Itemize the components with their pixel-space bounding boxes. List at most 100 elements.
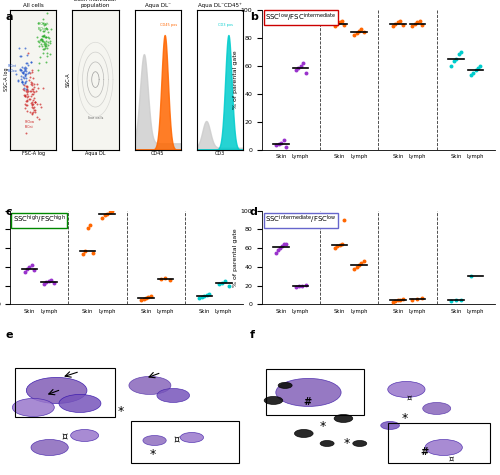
Point <box>457 296 465 304</box>
Point <box>24 49 32 57</box>
Point <box>34 84 42 92</box>
Circle shape <box>276 379 341 407</box>
Point <box>340 21 348 28</box>
Point <box>295 283 303 290</box>
Point <box>137 296 145 304</box>
Point <box>36 100 44 107</box>
Point <box>392 20 400 28</box>
Text: *: * <box>150 448 156 462</box>
Circle shape <box>143 436 166 446</box>
Point <box>18 78 26 86</box>
Point <box>28 100 36 107</box>
Point <box>22 79 30 86</box>
Point <box>392 298 400 305</box>
Point <box>40 46 48 53</box>
Point <box>30 108 38 115</box>
Point <box>44 35 52 42</box>
Point <box>448 298 456 305</box>
Point <box>454 50 462 58</box>
Point <box>292 66 300 74</box>
Point <box>34 66 42 74</box>
Point <box>398 21 406 28</box>
Point <box>156 275 164 283</box>
Point <box>30 266 38 274</box>
Point <box>24 86 32 93</box>
Point <box>20 86 28 94</box>
Point <box>36 26 44 34</box>
Point <box>28 111 36 118</box>
Point <box>24 87 32 95</box>
Point <box>20 69 28 76</box>
Point <box>42 58 50 66</box>
Text: e: e <box>5 330 12 340</box>
Point <box>106 208 114 216</box>
Point <box>25 68 33 76</box>
Point <box>42 24 50 31</box>
Point <box>336 19 344 26</box>
Point <box>23 59 31 66</box>
Circle shape <box>26 378 87 403</box>
Point <box>23 265 31 273</box>
Point <box>21 72 29 80</box>
Point <box>302 281 310 288</box>
Point <box>46 50 54 57</box>
Point <box>30 103 38 111</box>
Point <box>205 290 213 298</box>
Point <box>108 207 116 215</box>
Point <box>166 276 174 284</box>
Point <box>22 102 30 109</box>
Point <box>330 22 338 30</box>
Point <box>17 66 25 74</box>
Point <box>22 90 30 98</box>
Point <box>20 91 28 99</box>
Point <box>42 33 50 40</box>
Text: a: a <box>5 12 12 22</box>
Point <box>21 92 29 99</box>
Point <box>42 278 50 285</box>
Point <box>42 40 50 48</box>
Point <box>22 75 30 82</box>
Point <box>27 58 35 66</box>
Point <box>282 143 290 151</box>
Point <box>20 104 28 112</box>
Point <box>22 66 30 74</box>
Point <box>360 257 368 265</box>
Point <box>22 129 30 136</box>
Point <box>48 276 56 284</box>
Circle shape <box>264 397 283 404</box>
Point <box>28 261 36 269</box>
Point <box>276 244 284 252</box>
Circle shape <box>180 432 204 443</box>
Point <box>41 20 49 28</box>
Point <box>20 81 28 88</box>
Point <box>28 96 36 104</box>
Text: *: * <box>344 437 349 450</box>
Point <box>338 240 346 247</box>
Point <box>418 294 426 302</box>
Point <box>29 91 37 98</box>
X-axis label: CD45: CD45 <box>151 151 164 156</box>
Point <box>292 284 300 291</box>
Point <box>299 59 307 66</box>
Point <box>340 216 348 224</box>
Point <box>28 79 36 87</box>
Point <box>360 28 368 36</box>
Point <box>21 78 29 86</box>
Point <box>44 33 52 41</box>
Title: Aqua DL⁻: Aqua DL⁻ <box>145 3 171 8</box>
Point <box>394 297 402 304</box>
Point <box>333 243 341 250</box>
Point <box>396 17 404 25</box>
Point <box>274 246 282 254</box>
Point <box>16 65 24 73</box>
Point <box>30 94 38 102</box>
Point <box>88 249 96 256</box>
Point <box>20 85 28 92</box>
Point <box>472 66 480 74</box>
Point <box>408 296 416 304</box>
Point <box>21 44 29 52</box>
Point <box>28 66 36 74</box>
Point <box>30 80 38 88</box>
Point <box>42 42 50 49</box>
Point <box>18 78 26 86</box>
